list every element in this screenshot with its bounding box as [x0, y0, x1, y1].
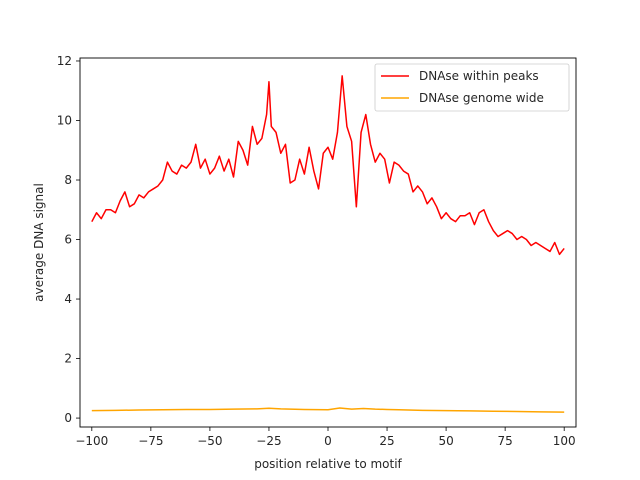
- y-tick-label: 8: [64, 173, 72, 187]
- y-axis-label: average DNA signal: [32, 183, 46, 302]
- y-tick-label: 2: [64, 352, 72, 366]
- x-tick-label: −50: [197, 434, 222, 448]
- legend: DNAse within peaks DNAse genome wide: [374, 63, 570, 112]
- x-tick-label: −100: [75, 434, 108, 448]
- x-tick-label: −25: [256, 434, 281, 448]
- plot-lines: [91, 75, 565, 413]
- y-axis-ticks: 0 2 4 6 8 10 12: [57, 54, 80, 425]
- y-tick-label: 12: [57, 54, 72, 68]
- series-line-0: [91, 75, 565, 256]
- y-tick-label: 10: [57, 113, 72, 127]
- x-tick-label: 25: [379, 434, 394, 448]
- x-tick-label: 100: [553, 434, 576, 448]
- series-line-1: [91, 407, 565, 413]
- x-tick-label: −75: [138, 434, 163, 448]
- legend-box: [374, 63, 570, 112]
- x-tick-label: 50: [438, 434, 453, 448]
- x-tick-label: 75: [498, 434, 513, 448]
- x-axis-label: position relative to motif: [254, 457, 402, 471]
- legend-label-within-peaks: DNAse within peaks: [419, 69, 539, 83]
- x-tick-label: 0: [324, 434, 332, 448]
- x-axis-ticks: −100 −75 −50 −25 0 25 50 75 100: [75, 427, 576, 448]
- y-tick-label: 4: [64, 292, 72, 306]
- y-tick-label: 0: [64, 411, 72, 425]
- y-tick-label: 6: [64, 233, 72, 247]
- legend-label-genome-wide: DNAse genome wide: [419, 91, 544, 105]
